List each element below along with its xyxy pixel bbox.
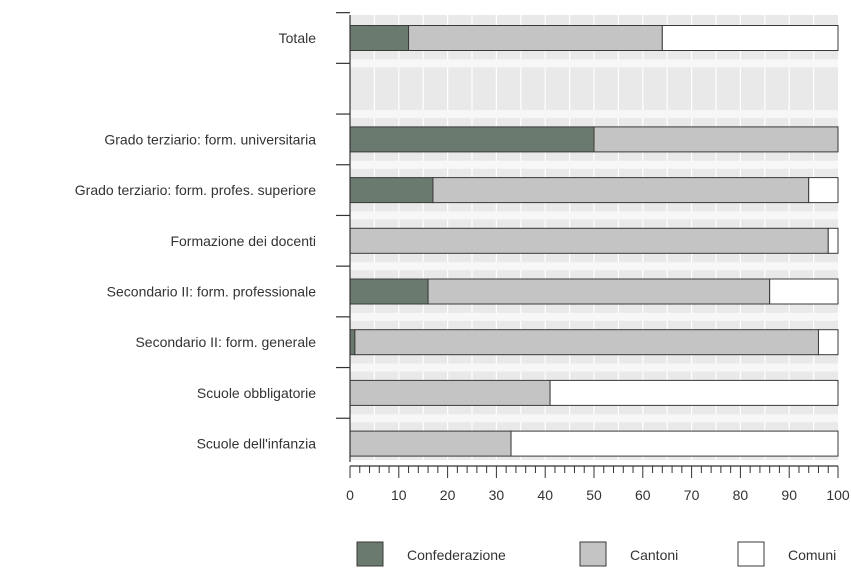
- bar-segment: [349, 430, 512, 457]
- x-axis-ticks: 0 10 20 30 40 50 60 70 80 90 100: [346, 466, 850, 503]
- legend-label: Confederazione: [407, 547, 506, 563]
- x-tick-label: 0: [346, 487, 354, 503]
- legend: Confederazione Cantoni Comuni: [356, 541, 836, 567]
- bar-segment: [349, 126, 595, 153]
- bar-segment: [349, 177, 434, 204]
- category-label: Scuole obbligatorie: [197, 385, 316, 401]
- bar-segment: [510, 430, 839, 457]
- row-separator: [350, 110, 838, 119]
- category-label: Grado terziario: form. profes. superiore: [75, 182, 316, 198]
- x-tick-label: 60: [635, 487, 651, 503]
- category-label: Secondario II: form. generale: [135, 334, 316, 350]
- x-tick-label: 90: [781, 487, 797, 503]
- legend-label: Comuni: [788, 547, 836, 563]
- bar-segment: [349, 379, 551, 406]
- x-tick-label: 40: [537, 487, 553, 503]
- legend-swatch: [737, 541, 765, 567]
- bar-segment: [661, 25, 839, 51]
- x-tick-label: 20: [440, 487, 456, 503]
- bar-segment: [817, 329, 839, 356]
- bar-segment: [349, 278, 429, 305]
- row-separator: [350, 414, 838, 423]
- row-separator: [350, 312, 838, 321]
- x-tick-label: 80: [733, 487, 749, 503]
- category-labels: Totale Grado terziario: form. universitar…: [75, 30, 316, 452]
- row-separator: [350, 211, 838, 220]
- row-separator: [350, 59, 838, 68]
- legend-swatch: [356, 541, 384, 567]
- category-label: Secondario II: form. professionale: [107, 284, 317, 300]
- bar-segment: [349, 25, 410, 51]
- bar-segment: [354, 329, 819, 356]
- row-separator: [350, 262, 838, 271]
- row-bands: [350, 59, 838, 423]
- x-tick-label: 10: [391, 487, 407, 503]
- x-tick-label: 100: [826, 487, 850, 503]
- x-tick-label: 50: [586, 487, 602, 503]
- category-label: Grado terziario: form. universitaria: [104, 131, 316, 147]
- bar-segment: [349, 329, 356, 356]
- row-separator: [350, 160, 838, 169]
- bar-segment: [593, 126, 839, 153]
- bars: [349, 25, 839, 457]
- legend-label: Cantoni: [630, 547, 678, 563]
- bar-segment: [408, 25, 663, 51]
- bar-segment: [769, 278, 839, 305]
- legend-swatch: [579, 541, 607, 567]
- bar-segment: [808, 177, 839, 204]
- bar-segment: [549, 379, 839, 406]
- x-tick-label: 70: [684, 487, 700, 503]
- category-label: Formazione dei docenti: [170, 233, 316, 249]
- x-tick-label: 30: [489, 487, 505, 503]
- bar-segment: [349, 227, 829, 254]
- row-separator: [350, 363, 838, 372]
- bar-segment: [427, 278, 771, 305]
- category-label: Scuole dell'infanzia: [197, 436, 317, 452]
- bar-segment: [827, 227, 839, 254]
- category-label: Totale: [279, 30, 317, 46]
- bar-segment: [432, 177, 810, 204]
